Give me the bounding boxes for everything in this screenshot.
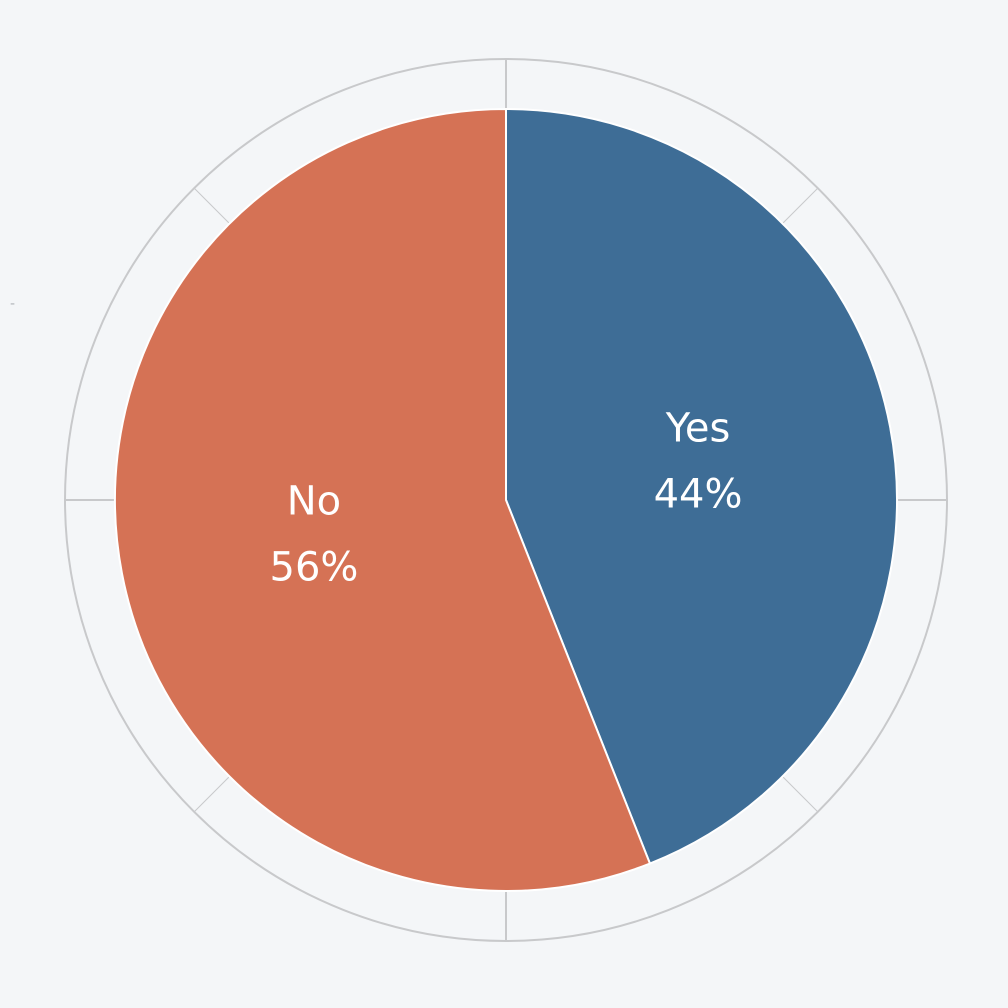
pie-slice-yes[interactable]	[505, 107, 898, 865]
grid-spoke	[779, 773, 819, 813]
polar-grid	[64, 58, 948, 942]
stray-mark: -	[10, 296, 16, 312]
pie-slices	[114, 107, 898, 892]
slice-name-label-yes: Yes	[665, 405, 731, 451]
grid-spoke	[193, 187, 233, 227]
pie-slice-no[interactable]	[114, 107, 652, 892]
slice-value-label-no: 56%	[270, 545, 359, 591]
grid-spoke	[193, 773, 233, 813]
slice-name-label-no: No	[287, 479, 341, 525]
grid-spoke	[779, 187, 819, 227]
slice-labels: Yes 44% No 56%	[270, 405, 743, 590]
slice-value-label-yes: 44%	[654, 471, 743, 517]
